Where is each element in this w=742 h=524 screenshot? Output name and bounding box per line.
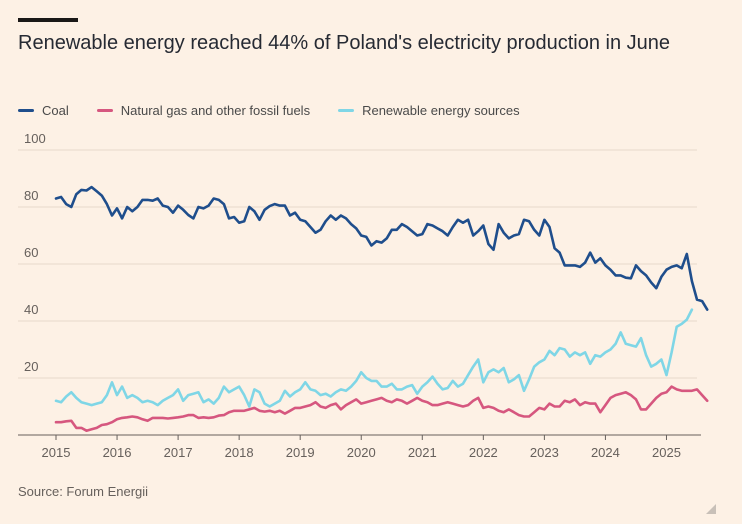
y-tick-label: 20 [24,359,38,374]
legend-item-coal: Coal [18,103,69,118]
legend-swatch-gas [96,109,113,112]
x-axis-ticks: 2015 2016 2017 2018 2019 2020 2021 2022 2023 2024… [42,435,681,460]
x-tick-label: 2019 [286,445,315,460]
x-tick-label: 2018 [225,445,254,460]
series-line-natural [54,385,709,433]
series-lines [54,185,709,433]
x-tick-label: 2017 [164,445,193,460]
series-line-coal [54,185,709,311]
x-tick-label: 2024 [591,445,620,460]
resize-corner [706,504,716,514]
y-tick-label: 40 [24,302,38,317]
x-tick-label: 2020 [347,445,376,460]
legend-label-renewables: Renewable energy sources [362,103,520,118]
brand-bar [18,18,78,22]
x-tick-label: 2016 [103,445,132,460]
gridlines [18,149,701,436]
legend-item-gas: Natural gas and other fossil fuels [96,103,311,118]
chart-title: Renewable energy reached 44% of Poland's… [18,32,670,54]
legend-swatch-renewables [338,109,355,112]
y-axis-ticks: 20 40 60 80 100 [24,131,46,374]
legend: Coal Natural gas and other fossil fuels … [18,103,520,118]
y-tick-label: 100 [24,131,46,146]
x-tick-label: 2021 [408,445,437,460]
legend-label-coal: Coal [42,103,69,118]
x-tick-label: 2022 [469,445,498,460]
series-line-renewable [54,308,694,408]
legend-swatch-coal [18,109,34,112]
x-tick-label: 2023 [530,445,559,460]
y-tick-label: 80 [24,188,38,203]
legend-item-renewables: Renewable energy sources [338,103,520,118]
legend-label-gas: Natural gas and other fossil fuels [120,103,311,118]
x-tick-label: 2015 [42,445,71,460]
y-tick-label: 60 [24,245,38,260]
source-note: Source: Forum Energii [18,484,149,499]
x-tick-label: 2025 [652,445,681,460]
